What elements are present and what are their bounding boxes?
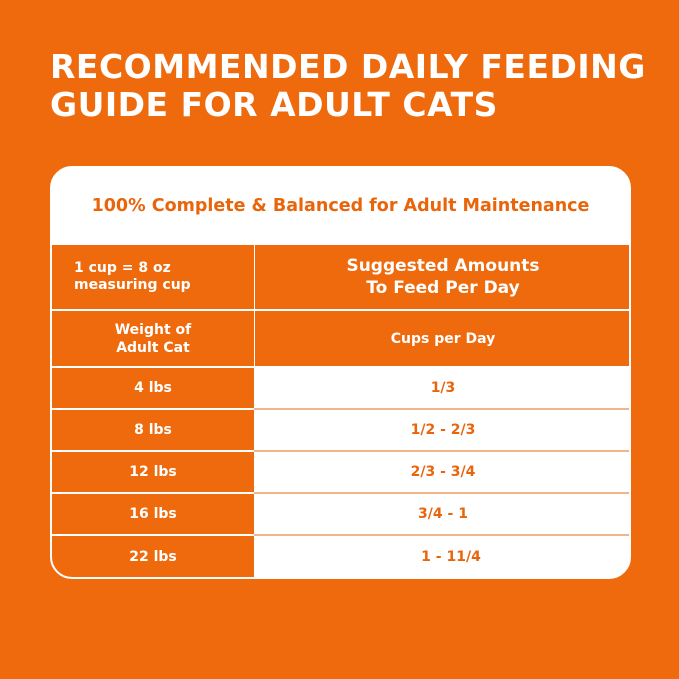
row-divider-left (52, 534, 254, 536)
header-divider-1 (52, 309, 629, 311)
row-divider (52, 534, 629, 536)
weight-cell: 16 lbs (52, 494, 254, 534)
cups-header-cell: Cups per Day (255, 311, 629, 366)
weight-cell: 8 lbs (52, 410, 254, 450)
header-row-measure: 1 cup = 8 oz measuring cup Suggested Amo… (52, 245, 629, 309)
suggested-line-1: Suggested Amounts (346, 256, 540, 276)
page-title-line-2: GUIDE FOR ADULT CATS (50, 85, 498, 124)
table-row: 4 lbs 1/3 (52, 368, 629, 408)
table-row: 16 lbs 3/4 - 1 (52, 494, 629, 534)
row-divider (52, 408, 629, 410)
table-row: 22 lbs 1 - 11/4 (52, 536, 629, 577)
row-divider (52, 492, 629, 494)
cups-cell: 1/2 - 2/3 (255, 410, 629, 450)
feeding-table-card: 100% Complete & Balanced for Adult Maint… (50, 166, 631, 579)
table-subtitle: 100% Complete & Balanced for Adult Maint… (91, 196, 590, 216)
cups-cell: 1/3 (255, 368, 629, 408)
measure-cell: 1 cup = 8 oz measuring cup (52, 245, 254, 309)
suggested-amounts-cell: Suggested Amounts To Feed Per Day (255, 245, 629, 309)
suggested-line-2: To Feed Per Day (366, 278, 520, 298)
cups-cell: 1 - 11/4 (255, 536, 629, 577)
page-title-line-1: RECOMMENDED DAILY FEEDING (50, 47, 646, 86)
weight-cell: 4 lbs (52, 368, 254, 408)
header-divider-2 (52, 366, 629, 368)
weight-cell: 22 lbs (52, 536, 254, 577)
row-divider-left (52, 408, 254, 410)
measure-line-1: 1 cup = 8 oz (74, 260, 171, 276)
header-row-columns: Weight of Adult Cat Cups per Day (52, 311, 629, 366)
page-title: RECOMMENDED DAILY FEEDING GUIDE FOR ADUL… (50, 48, 650, 124)
weight-header-line-1: Weight of (114, 321, 192, 338)
row-divider-left (52, 492, 254, 494)
weight-header-cell: Weight of Adult Cat (52, 311, 254, 366)
table-row: 12 lbs 2/3 - 3/4 (52, 452, 629, 492)
cups-cell: 3/4 - 1 (255, 494, 629, 534)
measure-line-2: measuring cup (74, 277, 191, 293)
cups-cell: 2/3 - 3/4 (255, 452, 629, 492)
table-row: 8 lbs 1/2 - 2/3 (52, 410, 629, 450)
row-divider-left (52, 450, 254, 452)
row-divider (52, 450, 629, 452)
weight-header-line-2: Adult Cat (116, 339, 190, 356)
weight-cell: 12 lbs (52, 452, 254, 492)
